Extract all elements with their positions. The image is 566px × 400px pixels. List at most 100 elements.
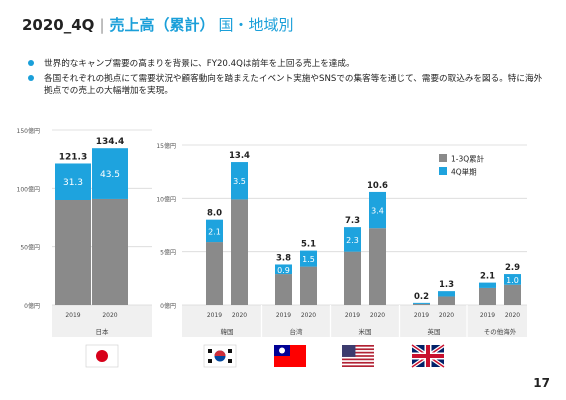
region-label: その他海外 [484,327,517,336]
bar-segment-q4 [413,302,430,304]
bullet-dot-icon [28,60,34,66]
x-tick-label: 2020 [370,312,385,319]
usa-stripe [342,348,374,351]
region-label: 台湾 [290,327,304,336]
korea-trigram [208,359,212,363]
data-label-total: 5.1 [301,240,316,250]
bullet-item: 各国それぞれの拠点にて需要状況や顧客動向を踏まえたイベント実施やSNSでの集客等… [28,73,548,97]
bar-segment-q4 [231,162,248,200]
data-label-q4: 0.9 [277,266,290,275]
category-band [182,305,527,337]
title-separator: | [99,16,105,34]
bar-segment-q4 [504,274,521,285]
x-tick-label: 2020 [439,312,454,319]
bar-segment-q13 [300,266,317,305]
data-label-q4: 31.3 [63,178,83,188]
bar-segment-q4 [206,219,223,243]
bar-segment-q13 [344,251,361,305]
data-label-q4: 43.5 [100,170,120,180]
data-label-total: 2.9 [505,263,520,273]
y-tick-label: 10億円 [156,195,176,203]
x-tick-label: 2019 [345,312,360,319]
usa-stripe [342,351,374,354]
data-label-q4: 1.0 [506,276,519,285]
bullet-text: 世界的なキャンプ需要の高まりを背景に、FY20.4Qは前年を上回る売上を達成。 [44,59,355,69]
y-tick-label: 5億円 [160,249,176,257]
data-label-total: 134.4 [96,137,124,147]
bar-segment-q4 [92,148,128,199]
bullet-text: 各国それぞれの拠点にて需要状況や顧客動向を踏まえたイベント実施やSNSでの集客等… [44,74,543,96]
x-tick-label: 2019 [414,312,429,319]
title-text: 売上高（累計） [109,16,215,34]
bullet-list: 世界的なキャンプ需要の高まりを背景に、FY20.4Qは前年を上回る売上を達成。 … [28,58,548,100]
korea-trigram [228,349,232,353]
x-tick-label: 2020 [301,312,316,319]
x-tick-label: 2019 [65,312,80,319]
usa-stripe [342,365,374,367]
y-tick-label: 0億円 [24,302,40,310]
data-label-total: 13.4 [229,151,250,161]
period-label: 2020_4Q [22,16,95,34]
data-label-q4: 3.4 [371,207,384,216]
data-label-total: 10.6 [367,181,388,191]
region-label: 日本 [96,327,110,336]
bar-segment-q13 [413,303,430,305]
bullet-dot-icon [28,75,34,81]
data-label-q4: 2.3 [346,236,359,245]
y-tick-label: 100億円 [17,185,40,193]
y-tick-label: 150億円 [17,127,40,135]
taiwan-sun [279,347,285,354]
legend-label: 1-3Q累計 [451,154,485,164]
x-tick-label: 2020 [102,312,117,319]
y-tick-label: 0億円 [160,302,176,310]
subtitle-text: 国・地域別 [218,16,294,34]
usa-stripe [342,355,374,357]
bar-segment-q4 [300,250,317,267]
bar-segment-q4 [369,191,386,229]
bar-segment-q13 [206,242,223,305]
x-tick-label: 2019 [276,312,291,319]
bar-segment-q13 [504,284,521,305]
data-label-q4: 2.1 [208,227,221,236]
y-tick-label: 15億円 [156,142,176,150]
page-title: 2020_4Q | 売上高（累計） 国・地域別 [22,14,294,35]
usa-stripe [342,358,374,361]
x-tick-label: 2020 [232,312,247,319]
data-label-total: 3.8 [276,253,291,263]
bar-segment-q13 [479,287,496,305]
bar-segment-q13 [275,274,292,305]
bar-segment-q13 [92,198,128,305]
page-number: 17 [533,376,550,390]
legend-swatch [439,167,447,175]
region-label: 韓国 [221,327,234,336]
data-label-total: 7.3 [345,216,360,226]
usa-stripe [342,361,374,364]
data-label-total: 2.1 [480,272,495,282]
bar-segment-q4 [275,264,292,275]
legend-label: 4Q単期 [451,167,477,177]
korea-taeguk-top [214,350,226,356]
data-label-total: 8.0 [207,209,222,219]
bar-segment-q4 [344,227,361,252]
data-label-q4: 1.5 [302,255,315,264]
usa-canton [342,345,356,357]
uk-cross-red [412,354,444,358]
bar-segment-q13 [438,296,455,305]
bar-segment-q4 [55,163,91,200]
data-label-q4: 3.5 [233,177,246,186]
bar-segment-q13 [369,228,386,305]
legend-swatch [439,154,447,162]
x-tick-label: 2020 [505,312,520,319]
category-band [52,305,152,337]
bar-segment-q13 [231,199,248,305]
korea-trigram [208,349,212,353]
x-tick-label: 2019 [480,312,495,319]
bullet-item: 世界的なキャンプ需要の高まりを背景に、FY20.4Qは前年を上回る売上を達成。 [28,58,548,70]
korea-trigram [228,359,232,363]
y-tick-label: 50億円 [20,244,40,252]
bar-segment-q4 [479,282,496,288]
bar-segment-q13 [55,200,91,305]
usa-stripe [342,345,374,347]
region-label: 米国 [359,327,372,336]
